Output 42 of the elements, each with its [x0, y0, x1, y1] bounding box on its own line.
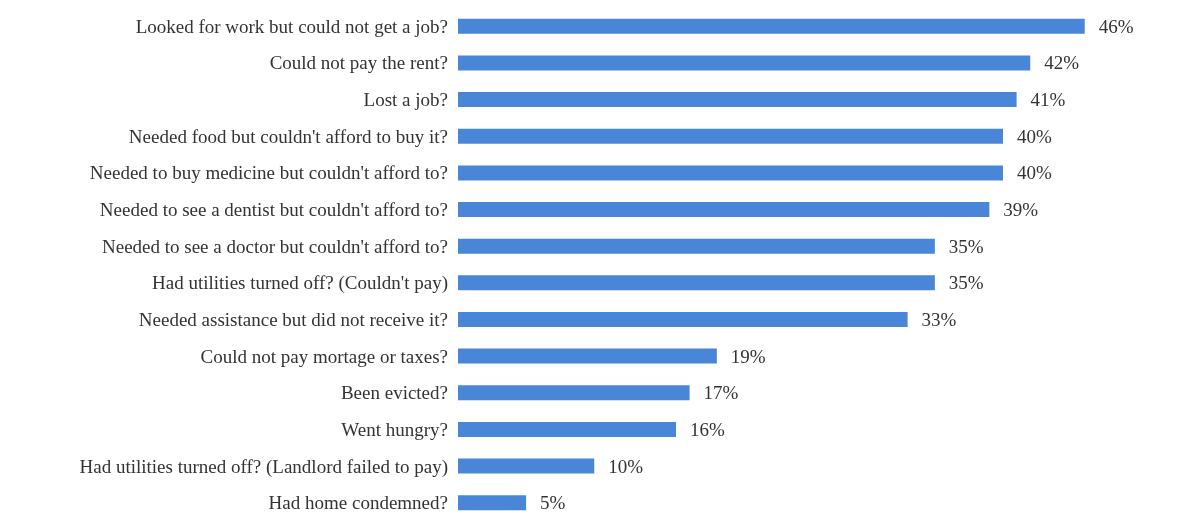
- data-label: 40%: [1016, 125, 1052, 147]
- y-tick-label: Looked for work but could not get a job?: [135, 15, 448, 37]
- bar: [458, 311, 908, 327]
- data-label: 35%: [948, 272, 984, 294]
- y-tick-label: Been evicted?: [340, 382, 448, 404]
- bar: [458, 495, 527, 511]
- bar: [458, 202, 990, 218]
- data-label: 10%: [608, 455, 644, 477]
- data-label: 35%: [948, 235, 984, 257]
- y-tick-label: Could not pay mortage or taxes?: [200, 345, 448, 367]
- y-tick-label: Needed to see a doctor but couldn't afford to?: [101, 235, 448, 257]
- y-tick-label: Needed to see a dentist but couldn't afford to?: [99, 199, 448, 221]
- data-label: 19%: [730, 345, 766, 367]
- data-label: 41%: [1030, 89, 1066, 111]
- y-tick-label: Needed food but couldn't afford to buy it?: [128, 125, 448, 147]
- bar: [458, 18, 1085, 34]
- bar: [458, 458, 595, 474]
- data-label: 46%: [1098, 15, 1134, 37]
- bar: [458, 421, 676, 437]
- data-label: 17%: [703, 382, 739, 404]
- bar: [458, 165, 1003, 181]
- bar: [458, 275, 935, 291]
- bar: [458, 92, 1017, 108]
- bar: [458, 55, 1031, 71]
- data-label: 42%: [1044, 52, 1080, 74]
- y-tick-label: Needed to buy medicine but couldn't afford to?: [89, 162, 448, 184]
- y-tick-label: Could not pay the rent?: [269, 52, 448, 74]
- y-tick-label: Had utilities turned off? (Landlord failed to pay): [79, 455, 448, 478]
- bar: [458, 128, 1003, 144]
- y-tick-label: Had home condemned?: [268, 492, 448, 514]
- y-tick-label: Needed assistance but did not receive it?: [138, 308, 448, 330]
- data-label: 33%: [921, 308, 957, 330]
- bar: [458, 348, 717, 364]
- data-label: 40%: [1016, 162, 1052, 184]
- y-tick-label: Went hungry?: [341, 418, 448, 440]
- data-label: 5%: [540, 492, 566, 514]
- y-tick-label: Had utilities turned off? (Couldn't pay): [152, 272, 448, 295]
- data-label: 16%: [689, 418, 725, 440]
- bar: [458, 385, 690, 401]
- bar: [458, 238, 935, 254]
- data-label: 39%: [1003, 199, 1039, 221]
- y-tick-label: Lost a job?: [363, 89, 448, 111]
